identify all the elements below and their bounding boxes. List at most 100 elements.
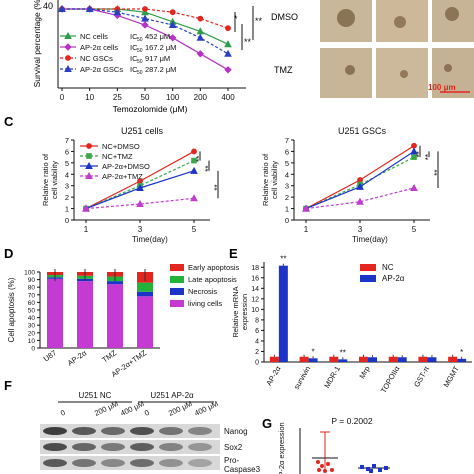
panel-f-western-blot: U251 NC U251 AP-2α0 200 μM 400 μM0 200 μM 400… [40, 391, 261, 474]
legend-ic-prefix: IC [130, 65, 138, 74]
y-tick-label: 90 [28, 277, 36, 284]
stacked-bar-segment [107, 284, 123, 348]
stacked-bar-segment [107, 281, 123, 285]
legend-ic-subscript: 50 [137, 70, 143, 76]
data-point [141, 21, 149, 29]
sphere [345, 65, 355, 75]
legend-label: Late apoptosis [188, 275, 237, 284]
data-point [356, 197, 364, 205]
y-tick-label: 7 [65, 136, 69, 145]
y-tick-label: 18 [251, 265, 259, 272]
x-tick-label: 3 [138, 225, 143, 234]
y-axis-label: cell viability [270, 161, 279, 199]
x-tick-label: GST-π [412, 365, 431, 389]
legend-marker [86, 143, 92, 149]
x-tick-label: 3 [358, 225, 363, 234]
y-tick-label: 70 [28, 292, 36, 299]
legend-swatch [170, 276, 184, 283]
x-tick-label: 1 [304, 225, 309, 234]
bar [299, 356, 309, 362]
legend-marker [65, 55, 71, 61]
sphere [394, 16, 406, 28]
panel-label-d: D [4, 246, 13, 261]
series-line [305, 187, 415, 210]
x-tick-label: 100 [166, 93, 180, 102]
legend-label: NC GSCs [80, 54, 113, 63]
legend-marker [64, 31, 72, 39]
data-point [191, 148, 197, 155]
y-tick-label: 10 [251, 307, 259, 314]
legend-ic-prefix: IC [130, 32, 138, 41]
data-point [142, 6, 148, 12]
bar [359, 356, 368, 362]
y-axis-label: Cell apoptosis (%) [7, 277, 16, 342]
legend-marker [64, 43, 72, 51]
data-point [224, 40, 232, 48]
significance-marker: ** [213, 184, 222, 190]
blot-band [101, 459, 125, 467]
y-tick-label: 40 [28, 315, 36, 322]
x-tick-label: AP-2α [264, 364, 283, 387]
significance-marker: ** [204, 165, 213, 171]
x-tick-label: TOPOIIα [379, 364, 402, 395]
y-axis-label: Relative mRNA [231, 286, 240, 337]
y-tick-label: 80 [28, 285, 36, 292]
blot-band [72, 443, 96, 451]
y-tick-label: 2 [255, 349, 259, 356]
blot-band [159, 443, 183, 451]
data-point [323, 469, 327, 473]
row-label: Pro- [224, 456, 239, 465]
legend-ic-value: 452 μM [145, 32, 170, 41]
panel-a-ytick-top: 40 [43, 1, 53, 11]
lane-label: 0 [143, 408, 151, 418]
y-tick-label: 1 [65, 205, 69, 214]
data-point [411, 154, 417, 160]
blot-band [43, 459, 67, 467]
legend-label: AP-2α GSCs [80, 65, 123, 74]
y-tick-label: 7 [285, 136, 289, 145]
data-point [330, 468, 334, 472]
legend-marker [85, 161, 93, 169]
legend-swatch [170, 264, 184, 271]
lane-label: 0 [59, 408, 67, 418]
y-tick-label: 2 [285, 193, 289, 202]
x-tick-label: survivin [292, 365, 313, 392]
significance-marker: ** [195, 156, 204, 162]
significance-marker: * [460, 348, 463, 357]
sphere [337, 9, 355, 27]
data-point [190, 166, 198, 174]
significance-marker: ** [255, 16, 263, 26]
bar [308, 358, 318, 362]
x-tick-label: 200 [194, 93, 208, 102]
group-label: U251 NC [79, 391, 112, 400]
blot-band [101, 443, 125, 451]
legend-marker [64, 64, 72, 72]
row-label-dmso: DMSO [271, 12, 298, 22]
data-point [168, 34, 177, 42]
panel-c-u251-cells-chart: U251 cells 0 1 2 3 4 5 6 7 1 3 5 Time(day) Relative r… [41, 126, 222, 244]
data-point [326, 462, 330, 466]
legend-label: NC [382, 263, 394, 272]
x-tick-label: 5 [192, 225, 197, 234]
y-tick-label: 12 [251, 296, 259, 303]
blot-band [159, 427, 183, 435]
blot-band [130, 443, 154, 451]
stacked-bar-segment [47, 278, 63, 348]
sphere [444, 64, 452, 72]
legend-ic-value: 917 μM [145, 54, 170, 63]
chart-title: U251 cells [121, 126, 164, 136]
data-point [369, 469, 373, 473]
legend-marker [86, 153, 92, 159]
x-tick-label: 1 [84, 225, 89, 234]
x-tick-label: 50 [141, 93, 150, 102]
y-tick-label: 6 [65, 147, 69, 156]
bar [448, 356, 458, 362]
row-label: Caspase3 [224, 465, 261, 474]
sphere [400, 70, 408, 78]
data-point [196, 50, 205, 58]
legend-swatch [360, 264, 376, 271]
y-axis-label: expression [240, 294, 249, 330]
y-tick-label: 60 [28, 300, 36, 307]
